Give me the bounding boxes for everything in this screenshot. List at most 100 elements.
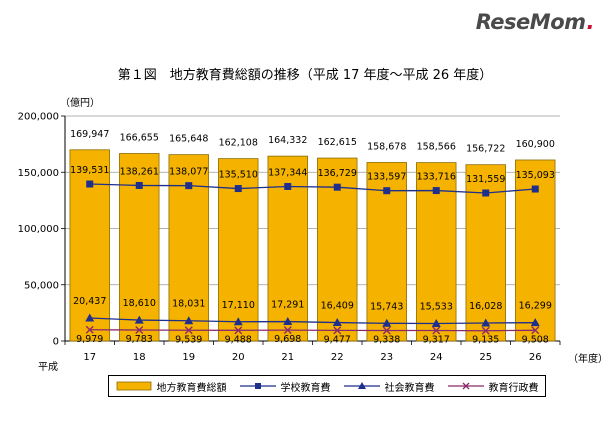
x-tick-label: 25: [479, 352, 492, 363]
point-value-label: 131,559: [466, 174, 505, 185]
point-value-label: 9,698: [274, 334, 301, 345]
series-line: [89, 329, 536, 332]
admin-point-marker: [531, 326, 540, 335]
bar-value-label: 169,947: [70, 129, 109, 140]
legend-item-school: 学校教育費: [239, 379, 331, 394]
bar-total: [69, 149, 110, 342]
x-tick-label: 22: [331, 352, 344, 363]
x-tick-label: 19: [182, 352, 195, 363]
legend-label: 社会教育費: [384, 382, 435, 394]
point-value-label: 135,510: [219, 170, 258, 181]
school-point-marker: [284, 182, 292, 190]
bar-value-label: 165,648: [169, 134, 208, 145]
chart-legend: 地方教育費総額 学校教育費 社会教育費 教育行政費: [108, 375, 546, 397]
bar-value-label: 158,678: [367, 141, 406, 152]
point-value-label: 137,344: [268, 167, 307, 178]
social-point-marker: [283, 317, 293, 326]
point-value-label: 9,477: [324, 334, 351, 345]
bar-value-label: 162,615: [318, 137, 357, 148]
point-value-label: 135,093: [516, 170, 555, 181]
point-value-label: 9,783: [126, 334, 153, 345]
y-tick-label: 50,000: [24, 280, 59, 291]
x-axis-unit-label: （年度）: [568, 352, 608, 365]
point-value-label: 17,110: [222, 300, 255, 311]
school-point-marker: [383, 187, 391, 195]
school-point-marker: [531, 185, 539, 193]
brand-logo: ReseMom.: [475, 10, 595, 34]
social-point-marker: [431, 319, 441, 328]
bar-total: [119, 153, 160, 342]
point-value-label: 20,437: [73, 296, 106, 307]
y-tick-label: 0: [53, 337, 59, 348]
x-tick-label: 23: [380, 352, 393, 363]
point-value-label: 16,028: [469, 301, 502, 312]
x-tick-label: 21: [281, 352, 294, 363]
bar-value-label: 156,722: [466, 144, 505, 155]
school-point-marker: [135, 181, 143, 189]
legend-item-admin: 教育行政費: [447, 379, 539, 394]
admin-point-marker: [333, 326, 342, 335]
x-tick-label: 24: [430, 352, 443, 363]
y-tick-label: 100,000: [18, 224, 59, 235]
school-point-marker: [185, 182, 193, 190]
legend-item-social: 社会教育費: [343, 379, 435, 394]
point-value-label: 9,135: [472, 335, 499, 346]
point-value-label: 16,299: [519, 301, 552, 312]
social-point-marker: [85, 313, 95, 322]
legend-swatch-triangle-line-icon: [343, 382, 380, 389]
x-tick-label: 18: [133, 352, 146, 363]
y-axis-unit-label: （億円）: [60, 98, 100, 109]
legend-swatch-square-line-icon: [239, 383, 276, 389]
social-point-marker: [481, 318, 491, 327]
bar-value-label: 164,332: [268, 135, 307, 146]
school-point-marker: [432, 187, 440, 195]
point-value-label: 17,291: [271, 300, 304, 311]
bar-value-label: 162,108: [219, 138, 258, 149]
social-point-marker: [332, 318, 342, 327]
point-value-label: 9,488: [225, 334, 252, 345]
admin-point-marker: [283, 326, 292, 335]
era-label: 平成: [38, 361, 58, 373]
point-value-label: 139,531: [70, 165, 109, 176]
series-line: [89, 183, 536, 194]
bar-value-label: 158,566: [417, 142, 456, 153]
legend-label: 教育行政費: [488, 382, 539, 394]
point-value-label: 138,077: [169, 167, 208, 178]
social-point-marker: [184, 316, 194, 325]
point-value-label: 138,261: [120, 166, 159, 177]
social-point-marker: [382, 318, 392, 327]
point-value-label: 15,743: [370, 301, 403, 312]
point-value-label: 133,716: [417, 172, 456, 183]
admin-point-marker: [184, 326, 193, 335]
social-point-marker: [134, 315, 144, 324]
legend-label: 地方教育費総額: [156, 382, 227, 394]
x-tick-label: 20: [232, 352, 245, 363]
legend-item-total: 地方教育費総額: [116, 379, 227, 394]
point-value-label: 9,539: [175, 334, 202, 345]
bar-value-label: 160,900: [516, 139, 555, 150]
school-point-marker: [234, 185, 242, 193]
admin-point-marker: [432, 326, 441, 335]
x-tick-label: 17: [83, 352, 96, 363]
school-point-marker: [333, 183, 341, 191]
social-point-marker: [530, 318, 540, 327]
legend-label: 学校教育費: [280, 382, 331, 394]
point-value-label: 9,338: [373, 334, 400, 345]
legend-swatch-bar-icon: [116, 381, 151, 391]
admin-point-marker: [481, 326, 490, 335]
point-value-label: 133,597: [367, 172, 406, 183]
social-point-marker: [233, 317, 243, 326]
school-point-marker: [482, 189, 490, 197]
legend-swatch-x-line-icon: [447, 382, 484, 390]
point-value-label: 136,729: [318, 168, 357, 179]
point-value-label: 9,508: [522, 334, 549, 345]
admin-point-marker: [135, 325, 144, 334]
series-line: [89, 317, 536, 325]
school-point-marker: [86, 180, 94, 188]
point-value-label: 18,610: [123, 298, 156, 309]
point-value-label: 9,979: [76, 334, 103, 345]
admin-point-marker: [85, 325, 94, 334]
y-tick-label: 150,000: [18, 168, 59, 179]
admin-point-marker: [234, 326, 243, 335]
chart-title: 第１図 地方教育費総額の推移（平成 17 年度～平成 26 年度）: [117, 68, 493, 83]
